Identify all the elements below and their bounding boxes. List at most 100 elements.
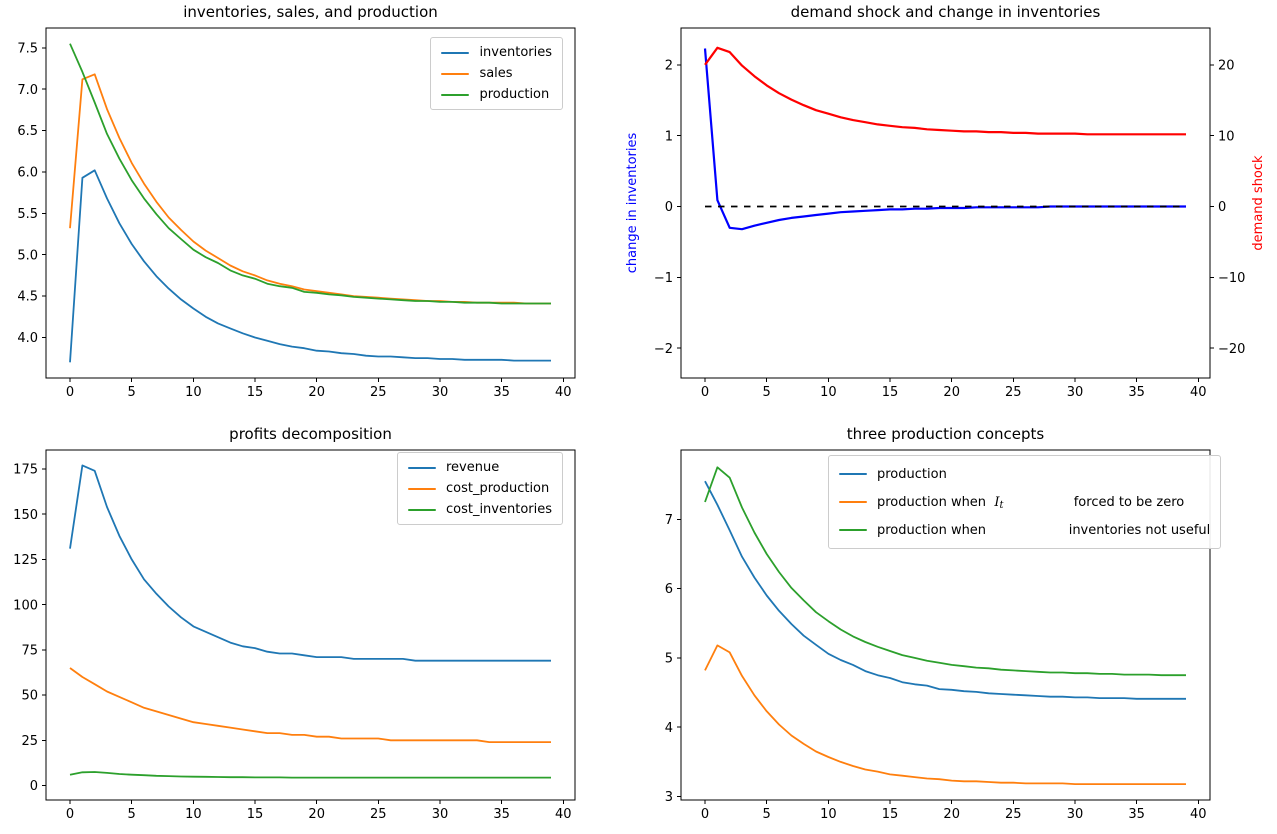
legend-label-segment: production when bbox=[877, 522, 987, 538]
legend-label-segment: production when bbox=[877, 494, 995, 510]
x-tick-label: 40 bbox=[555, 807, 572, 822]
legend-line-swatch bbox=[441, 93, 470, 96]
y-tick-label: 150 bbox=[13, 508, 38, 523]
series-line-production-when-inventories-not-useful bbox=[704, 466, 1186, 677]
x-tick-label: 0 bbox=[66, 385, 74, 400]
x-tick-label: 35 bbox=[1128, 807, 1145, 822]
legend-label-segment: inventories not useful bbox=[1068, 522, 1211, 538]
y-tick-label-right: 10 bbox=[1218, 129, 1235, 144]
legend-line-swatch bbox=[839, 501, 867, 503]
x-tick-label: 5 bbox=[763, 385, 771, 400]
legend-line-swatch bbox=[407, 466, 436, 469]
y-tick-label: 0 bbox=[665, 200, 673, 215]
legend-inventories-sales-production: inventories sales production bbox=[430, 37, 563, 110]
legend-item-cost-inventories: cost_inventories bbox=[407, 499, 552, 520]
y-tick-label-right: −20 bbox=[1218, 342, 1245, 357]
x-tick-label: 35 bbox=[493, 807, 510, 822]
x-tick-label: 40 bbox=[1190, 807, 1207, 822]
legend-item-cost-production: cost_production bbox=[407, 478, 552, 499]
series-line-inventories bbox=[69, 169, 551, 363]
legend-label-segment: production bbox=[479, 87, 550, 102]
subplot-inventories-sales-production: 0 5 10 15 20 25 30 35 40 4.0 4.5 5.0 5.5 6.0 6.5 7.0 7.5 bbox=[17, 27, 576, 400]
x-tick-label: 20 bbox=[308, 807, 325, 822]
x-tick-label: 10 bbox=[185, 807, 202, 822]
x-tick-label: 0 bbox=[66, 807, 74, 822]
series-line-cost-inventories bbox=[69, 771, 551, 779]
axes-frame bbox=[680, 27, 1211, 379]
legend-label-segment bbox=[1003, 495, 1073, 510]
y-tick-label-right: 0 bbox=[1218, 200, 1226, 215]
y-tick-label: 75 bbox=[21, 643, 38, 658]
x-tick-label: 5 bbox=[128, 807, 136, 822]
y-tick-label: 4 bbox=[665, 721, 673, 736]
y-tick-label: 5.5 bbox=[17, 207, 38, 222]
x-tick-label: 25 bbox=[370, 385, 387, 400]
chart-title-inventories-sales-production: inventories, sales, and production bbox=[183, 3, 438, 21]
y-tick-label: 6.5 bbox=[17, 124, 38, 139]
legend-item-production: production bbox=[839, 460, 1210, 488]
legend-line-swatch bbox=[839, 473, 867, 475]
subplot-profits-decomposition: 0 5 10 15 20 25 30 35 40 0 25 50 75 100 125 150 175 bbox=[13, 449, 576, 822]
y-tick-label: 6.0 bbox=[17, 166, 38, 181]
x-tick-label: 35 bbox=[1128, 385, 1145, 400]
x-tick-label: 35 bbox=[493, 385, 510, 400]
y-tick-label: 6 bbox=[665, 582, 673, 597]
y-tick-label: 7.5 bbox=[17, 41, 38, 56]
y-axis-label-demand-shock: demand shock bbox=[1251, 155, 1266, 251]
legend-profits-decomposition: revenue cost_production cost_inventories bbox=[396, 452, 563, 525]
legend-label-segment: cost_inventories bbox=[445, 502, 552, 517]
legend-item-revenue: revenue bbox=[407, 457, 552, 478]
y-tick-label: −2 bbox=[654, 342, 673, 357]
y-tick-label-right: 20 bbox=[1218, 58, 1235, 73]
legend-label-segment: inventories bbox=[479, 45, 552, 60]
y-tick-label: −1 bbox=[654, 271, 673, 286]
y-tick-label: 4.5 bbox=[17, 290, 38, 305]
legend-item-production: production bbox=[441, 84, 552, 105]
x-tick-label: 10 bbox=[820, 807, 837, 822]
legend-label-segment: revenue bbox=[445, 460, 500, 475]
series-line-production bbox=[704, 480, 1186, 700]
legend-line-swatch bbox=[407, 487, 436, 490]
legend-line-swatch bbox=[407, 508, 436, 511]
legend-label-segment: production bbox=[877, 466, 947, 482]
x-tick-label: 30 bbox=[1067, 807, 1084, 822]
y-tick-label: 7.0 bbox=[17, 83, 38, 98]
x-tick-label: 30 bbox=[432, 385, 449, 400]
x-tick-label: 20 bbox=[943, 807, 960, 822]
x-tick-label: 15 bbox=[882, 807, 899, 822]
x-tick-label: 30 bbox=[1067, 385, 1084, 400]
legend-label-segment bbox=[986, 523, 1069, 538]
x-tick-label: 10 bbox=[820, 385, 837, 400]
x-tick-label: 25 bbox=[370, 807, 387, 822]
x-tick-label: 25 bbox=[1005, 385, 1022, 400]
y-tick-label: 2 bbox=[665, 58, 673, 73]
x-tick-label: 30 bbox=[432, 807, 449, 822]
legend-line-swatch bbox=[441, 72, 470, 75]
series-line-change-in-inventories bbox=[703, 48, 1186, 231]
series-line-cost-production bbox=[69, 667, 551, 743]
y-tick-label: 125 bbox=[13, 553, 38, 568]
x-tick-label: 25 bbox=[1005, 807, 1022, 822]
legend-label-segment: sales bbox=[479, 66, 513, 81]
x-tick-label: 40 bbox=[1190, 385, 1207, 400]
axes-frame bbox=[45, 449, 576, 801]
series-line-production bbox=[69, 43, 551, 305]
series-line-revenue bbox=[69, 464, 551, 662]
legend-label-segment: I bbox=[994, 494, 1000, 510]
chart-title-three-production-concepts: three production concepts bbox=[846, 425, 1045, 443]
y-tick-label: 0 bbox=[30, 779, 38, 794]
legend-line-swatch bbox=[839, 529, 867, 531]
legend-item-inventories: inventories bbox=[441, 42, 552, 63]
series-line-demand-shock bbox=[704, 46, 1186, 136]
y-tick-label: 175 bbox=[13, 463, 38, 478]
legend-label-segment: forced to be zero bbox=[1073, 494, 1185, 510]
x-tick-label: 15 bbox=[247, 385, 264, 400]
series-line-production-when-i-t-forced-to-be-zero bbox=[704, 644, 1186, 785]
y-tick-label: 5.0 bbox=[17, 248, 38, 263]
x-tick-label: 10 bbox=[185, 385, 202, 400]
y-tick-label: 1 bbox=[665, 129, 673, 144]
legend-label-segment: cost_production bbox=[445, 481, 550, 496]
axes-frame bbox=[680, 449, 1211, 801]
